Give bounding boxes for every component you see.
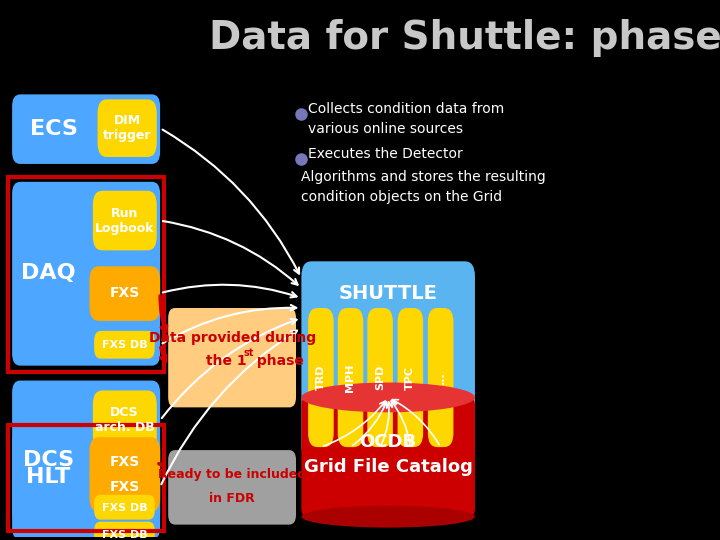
FancyBboxPatch shape: [367, 308, 393, 447]
FancyBboxPatch shape: [308, 308, 333, 447]
FancyBboxPatch shape: [89, 462, 160, 512]
Text: Collects condition data from: Collects condition data from: [308, 102, 505, 116]
FancyBboxPatch shape: [93, 191, 157, 251]
FancyBboxPatch shape: [94, 331, 155, 359]
Text: FXS: FXS: [109, 286, 140, 300]
Text: FXS DB: FXS DB: [102, 340, 148, 350]
FancyBboxPatch shape: [89, 266, 160, 321]
Text: FXS: FXS: [109, 480, 140, 494]
Text: DCS
arch. DB: DCS arch. DB: [94, 406, 154, 434]
Text: HLT: HLT: [27, 467, 71, 487]
Text: the 1: the 1: [207, 354, 247, 368]
FancyBboxPatch shape: [302, 397, 475, 517]
FancyBboxPatch shape: [94, 495, 155, 519]
Text: st: st: [243, 348, 254, 357]
FancyBboxPatch shape: [94, 522, 155, 540]
FancyBboxPatch shape: [12, 182, 160, 366]
Text: ...: ...: [436, 371, 446, 384]
Text: Algorithms and stores the resulting: Algorithms and stores the resulting: [302, 170, 546, 184]
Text: TRD: TRD: [316, 365, 326, 390]
Text: SPD: SPD: [375, 365, 385, 390]
Text: FXS: FXS: [109, 455, 140, 469]
Text: Executes the Detector: Executes the Detector: [308, 147, 463, 161]
Text: FXS DB: FXS DB: [102, 530, 148, 539]
Text: ECS: ECS: [30, 119, 78, 139]
Text: Data for Shuttle: phase 2: Data for Shuttle: phase 2: [209, 19, 720, 57]
Text: Run
Logbook: Run Logbook: [95, 207, 154, 234]
Text: OCDB: OCDB: [359, 433, 417, 451]
Text: Grid File Catalog: Grid File Catalog: [304, 458, 472, 476]
Ellipse shape: [302, 382, 475, 413]
FancyBboxPatch shape: [93, 390, 157, 450]
Ellipse shape: [302, 506, 475, 528]
Bar: [8, 177, 164, 372]
FancyBboxPatch shape: [12, 94, 160, 164]
Text: Data provided during: Data provided during: [148, 331, 315, 345]
Text: DCS: DCS: [23, 450, 74, 470]
FancyBboxPatch shape: [338, 308, 364, 447]
Text: Ready to be included: Ready to be included: [158, 468, 306, 482]
Text: DAQ: DAQ: [21, 263, 76, 284]
FancyBboxPatch shape: [428, 308, 454, 447]
FancyBboxPatch shape: [397, 308, 423, 447]
Text: MPH: MPH: [346, 363, 356, 392]
FancyBboxPatch shape: [12, 381, 160, 539]
FancyBboxPatch shape: [89, 437, 160, 487]
Text: various online sources: various online sources: [308, 122, 463, 136]
FancyBboxPatch shape: [168, 450, 296, 525]
FancyBboxPatch shape: [168, 308, 296, 407]
Text: condition objects on the Grid: condition objects on the Grid: [302, 190, 503, 204]
Text: phase: phase: [251, 354, 304, 368]
Text: SHUTTLE: SHUTTLE: [338, 284, 438, 302]
Text: in FDR: in FDR: [210, 492, 255, 505]
FancyBboxPatch shape: [97, 99, 157, 157]
Text: TPC: TPC: [405, 366, 415, 389]
FancyBboxPatch shape: [12, 430, 160, 525]
FancyBboxPatch shape: [302, 261, 475, 460]
Text: FXS DB: FXS DB: [102, 503, 148, 512]
Bar: [8, 426, 164, 531]
Text: DIM
trigger: DIM trigger: [103, 114, 151, 142]
